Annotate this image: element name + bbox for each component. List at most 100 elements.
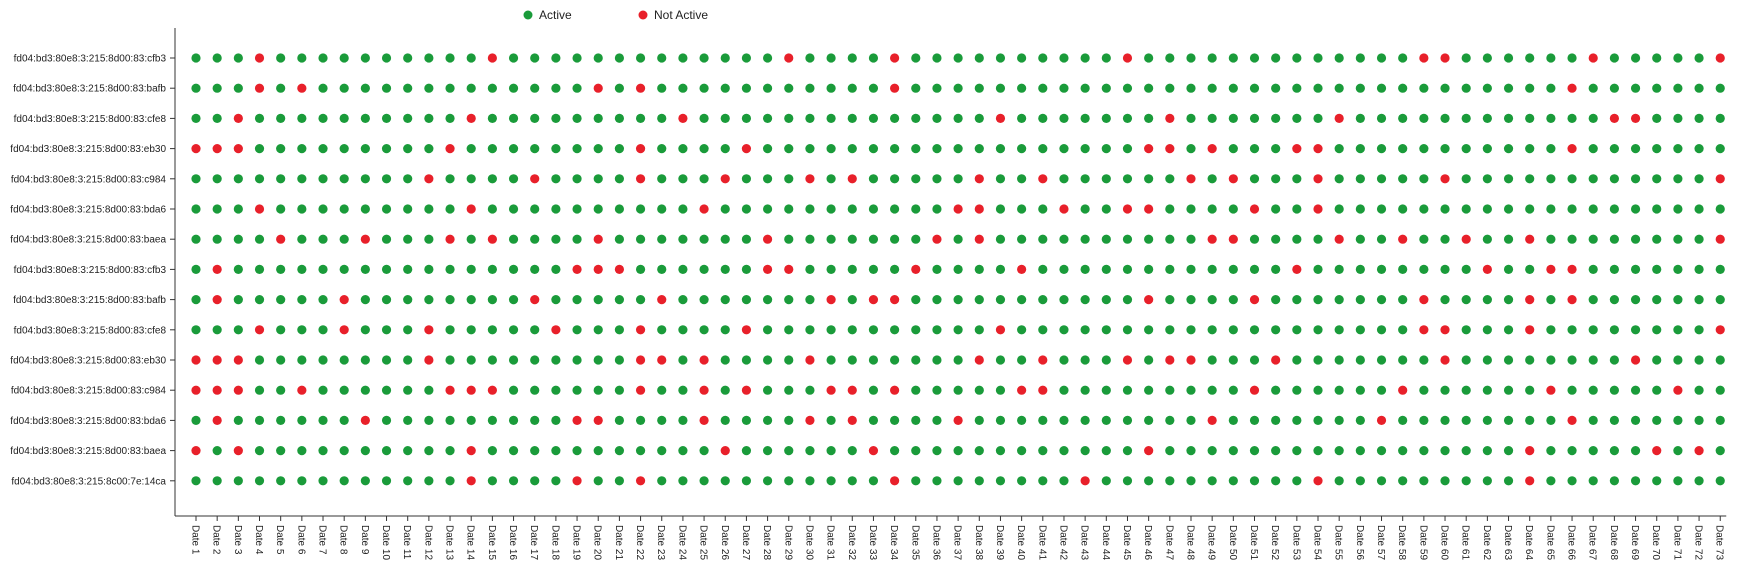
status-dot-active — [657, 234, 667, 244]
status-dot-active — [1017, 446, 1027, 456]
status-dot-active — [508, 325, 519, 335]
status-dot-active — [1376, 385, 1387, 395]
status-dot-active — [1059, 53, 1069, 63]
status-dot-active — [445, 295, 455, 305]
status-dot-active — [381, 476, 392, 486]
x-tick-label: Date 23 — [655, 525, 666, 560]
status-dot-active — [487, 295, 497, 305]
status-dot-not-active — [1715, 325, 1725, 335]
status-dot-active — [551, 415, 561, 425]
status-dot-not-active — [805, 355, 815, 365]
status-dot-active — [1376, 325, 1387, 335]
status-dot-active — [699, 174, 709, 184]
status-dot-active — [318, 53, 328, 63]
status-dot-active — [508, 264, 519, 274]
status-dot-active — [381, 234, 392, 244]
status-dot-active — [868, 113, 879, 123]
status-dot-active — [1482, 144, 1492, 154]
status-dot-active — [1228, 264, 1238, 274]
status-dot-active — [1694, 325, 1704, 335]
status-dot-active — [1355, 325, 1365, 335]
status-dot-not-active — [1376, 415, 1387, 425]
status-dot-active — [191, 234, 201, 244]
status-dot-active — [1313, 355, 1323, 365]
status-dot-active — [1440, 476, 1450, 486]
status-dot-active — [297, 144, 307, 154]
status-dot-active — [1546, 83, 1556, 93]
status-dot-active — [1673, 113, 1683, 123]
status-dot-active — [1694, 83, 1704, 93]
status-dot-active — [1271, 83, 1281, 93]
status-dot-active — [932, 325, 942, 335]
status-dot-active — [1080, 204, 1090, 214]
status-dot-active — [339, 144, 349, 154]
status-dot-active — [1525, 355, 1535, 365]
status-dot-active — [1503, 325, 1514, 335]
x-tick-label: Date 48 — [1184, 525, 1195, 560]
status-dot-not-active — [466, 476, 476, 486]
x-tick-label: Date 17 — [528, 525, 539, 560]
status-dot-active — [1186, 325, 1196, 335]
status-dot-active — [487, 264, 497, 274]
status-dot-active — [1292, 204, 1302, 214]
x-tick-label: Date 66 — [1566, 525, 1577, 560]
status-dot-active — [445, 264, 455, 274]
status-dot-active — [1546, 325, 1556, 335]
status-dot-active — [1715, 446, 1725, 456]
status-dot-active — [1630, 264, 1641, 274]
status-dot-active — [1355, 446, 1365, 456]
status-dot-active — [1673, 295, 1683, 305]
status-dot-active — [1588, 234, 1598, 244]
status-dot-active — [1652, 415, 1662, 425]
x-tick-label: Date 49 — [1206, 525, 1217, 560]
status-dot-active — [1101, 113, 1111, 123]
status-dot-active — [784, 113, 794, 123]
status-dot-active — [1249, 325, 1260, 335]
status-dot-active — [254, 446, 265, 456]
status-dot-active — [614, 385, 625, 395]
status-dot-not-active — [1525, 476, 1535, 486]
status-dot-active — [276, 113, 286, 123]
status-row — [191, 113, 1725, 123]
status-dot-active — [297, 174, 307, 184]
status-dot-active — [1080, 53, 1090, 63]
status-dot-not-active — [784, 53, 794, 63]
status-dot-active — [1292, 415, 1302, 425]
status-dot-active — [593, 446, 603, 456]
status-dot-active — [1017, 355, 1027, 365]
status-dot-active — [1292, 325, 1302, 335]
status-dot-active — [1609, 476, 1619, 486]
x-tick-label: Date 7 — [317, 525, 328, 555]
status-dot-active — [530, 446, 540, 456]
status-dot-active — [1673, 446, 1683, 456]
status-dot-active — [1461, 325, 1471, 335]
status-dot-not-active — [1165, 355, 1175, 365]
status-dot-not-active — [1567, 415, 1577, 425]
status-row — [191, 144, 1725, 154]
status-dot-not-active — [1313, 144, 1323, 154]
status-dot-active — [890, 415, 900, 425]
status-dot-active — [1588, 295, 1598, 305]
status-dot-active — [762, 174, 773, 184]
x-tick-label: Date 67 — [1587, 525, 1598, 560]
status-dot-active — [1694, 204, 1704, 214]
x-tick-label: Date 40 — [1015, 525, 1026, 560]
status-dot-active — [403, 476, 413, 486]
status-dot-active — [784, 415, 794, 425]
status-dot-not-active — [657, 295, 667, 305]
status-dot-active — [1292, 385, 1302, 395]
status-dot-not-active — [1017, 264, 1027, 274]
status-dot-not-active — [593, 264, 603, 274]
status-dot-active — [1207, 476, 1217, 486]
status-dot-active — [657, 446, 667, 456]
status-dot-active — [1271, 476, 1281, 486]
status-dot-active — [487, 83, 497, 93]
status-dot-not-active — [466, 446, 476, 456]
status-dot-active — [1546, 295, 1556, 305]
status-dot-not-active — [1165, 113, 1175, 123]
status-dot-active — [741, 446, 752, 456]
status-dot-active — [868, 355, 879, 365]
status-dot-active — [1017, 295, 1027, 305]
status-dot-not-active — [1546, 385, 1556, 395]
y-axis: fd04:bd3:80e8:3:215:8d00:83:cfb3 fd04:bd3… — [10, 28, 176, 516]
